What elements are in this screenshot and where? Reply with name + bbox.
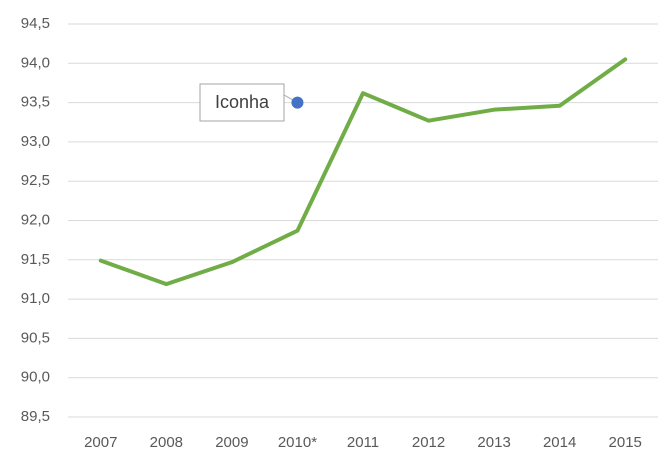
x-tick-label: 2014 [543,434,576,451]
y-tick-label: 94,0 [21,54,50,71]
y-tick-label: 91,5 [21,251,50,268]
callout-label: Iconha [215,92,270,112]
y-tick-label: 93,5 [21,94,50,111]
x-tick-label: 2010* [278,434,317,451]
y-tick-label: 93,0 [21,133,50,150]
x-tick-label: 2012 [412,434,445,451]
y-tick-label: 90,5 [21,329,50,346]
x-tick-label: 2007 [84,434,117,451]
x-tick-label: 2008 [150,434,183,451]
callout-box [199,83,285,122]
y-tick-label: 91,0 [21,290,50,307]
line-series [98,57,628,287]
y-tick-label: 94,5 [21,15,50,32]
x-tick-label: 2013 [477,434,510,451]
y-tick-label: 92,0 [21,211,50,228]
x-tick-label: 2015 [609,434,642,451]
y-tick-label: 89,5 [21,408,50,425]
x-tick-label: 2011 [347,434,379,451]
x-tick-label: 2009 [215,434,248,451]
y-tick-label: 92,5 [21,172,50,189]
annotation-point [291,96,304,109]
y-tick-label: 90,0 [21,369,50,386]
